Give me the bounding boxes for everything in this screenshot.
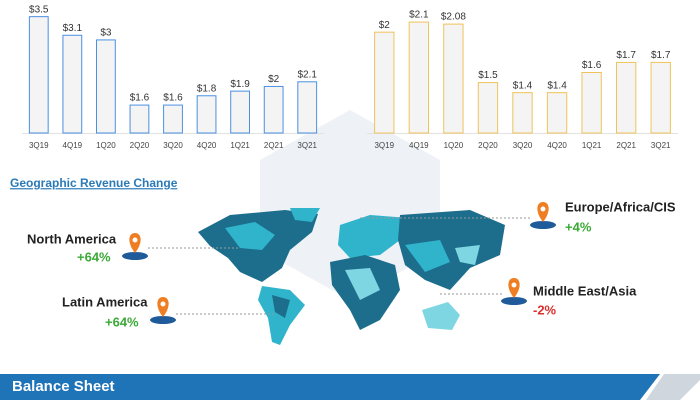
bar [546, 92, 568, 134]
x-tick-label: 4Q19 [409, 141, 429, 150]
region-name: Latin America [62, 294, 148, 309]
banner [0, 374, 660, 400]
bar [512, 92, 533, 134]
bar [374, 31, 395, 134]
bar [615, 61, 637, 134]
pins [122, 202, 556, 324]
x-tick-label: 1Q20 [96, 141, 116, 150]
x-tick-label: 3Q21 [297, 141, 317, 150]
region-change: +64% [105, 314, 139, 329]
value-label: $1.5 [478, 70, 498, 81]
banner-stripe [646, 374, 700, 400]
value-label: $3.5 [29, 4, 49, 15]
region-change: +64% [77, 249, 111, 264]
bar [28, 16, 49, 134]
section-title: Geographic Revenue Change [10, 176, 178, 190]
x-tick-label: 3Q20 [163, 141, 183, 150]
bar [443, 23, 464, 134]
x-tick-label: 1Q21 [230, 141, 250, 150]
bar [650, 61, 671, 134]
x-tick-label: 4Q20 [197, 141, 217, 150]
x-tick-label: 4Q19 [63, 141, 83, 150]
region-change: -2% [533, 302, 557, 317]
x-tick-label: 3Q19 [29, 141, 49, 150]
value-label: $2.1 [409, 10, 429, 21]
x-tick-label: 2Q21 [264, 141, 284, 150]
region-name: Middle East/Asia [533, 283, 637, 298]
bar [263, 85, 284, 134]
watermark [260, 110, 440, 300]
bar [297, 81, 318, 134]
region-name: North America [27, 231, 117, 246]
bar [581, 72, 602, 134]
bar [163, 104, 183, 134]
bar [196, 95, 217, 134]
x-tick-label: 2Q21 [616, 141, 636, 150]
value-label: $2.1 [297, 69, 317, 80]
value-label: $2 [268, 74, 280, 85]
x-tick-label: 4Q20 [547, 141, 567, 150]
bar [129, 104, 150, 134]
bar [62, 34, 83, 134]
value-label: $2.08 [441, 12, 466, 23]
x-tick-label: 2Q20 [478, 141, 498, 150]
x-tick-label: 2Q20 [130, 141, 150, 150]
region-name: Europe/Africa/CIS [565, 199, 676, 214]
value-label: $1.6 [163, 93, 183, 104]
value-label: $3 [100, 28, 112, 39]
value-label: $1.8 [197, 83, 217, 94]
region-change: +4% [565, 219, 592, 234]
x-tick-label: 1Q21 [582, 141, 602, 150]
x-tick-label: 1Q20 [444, 141, 464, 150]
x-tick-label: 3Q19 [374, 141, 394, 150]
value-label: $2 [379, 20, 391, 31]
bar [95, 39, 116, 134]
world-map [198, 208, 505, 345]
value-label: $1.7 [616, 50, 636, 61]
value-label: $1.4 [547, 80, 567, 91]
value-label: $1.9 [230, 79, 250, 90]
value-label: $3.1 [63, 23, 83, 34]
value-label: $1.4 [513, 80, 533, 91]
bar [408, 21, 430, 134]
charts: $3.5 3Q19 $3.1 4Q19 $3 1Q20 $1.6 2Q20 $1.6 3Q20 $1… [22, 4, 678, 150]
bar [477, 82, 499, 134]
value-label: $1.7 [651, 50, 671, 61]
bar [230, 90, 251, 134]
x-tick-label: 3Q20 [513, 141, 533, 150]
value-label: $1.6 [130, 93, 150, 104]
banner-title: Balance Sheet [12, 378, 115, 395]
x-tick-label: 3Q21 [651, 141, 671, 150]
value-label: $1.6 [582, 60, 602, 71]
